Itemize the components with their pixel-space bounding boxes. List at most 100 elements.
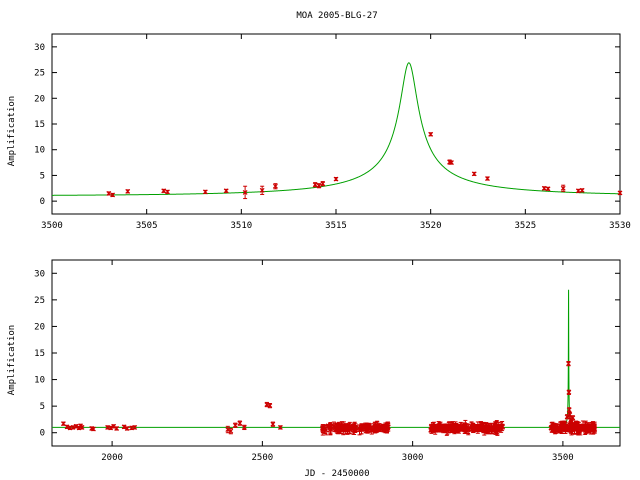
x-tick-label: 3510	[230, 221, 252, 231]
data-point	[228, 428, 234, 434]
data-point	[381, 425, 387, 431]
data-point	[372, 424, 378, 430]
top-model-curve	[52, 62, 621, 196]
data-point	[449, 160, 454, 165]
top-x-ticks: 3500 3505 3510 3515 3520 3525 3530	[41, 34, 631, 231]
top-plot-frame	[51, 33, 621, 215]
y-tick-label: 20	[34, 322, 45, 332]
data-point	[161, 188, 167, 194]
data-point	[490, 426, 495, 432]
bottom-y-axis-label: Amplification	[7, 325, 17, 395]
y-tick-label: 10	[34, 376, 45, 386]
data-point	[566, 361, 571, 367]
data-point	[202, 189, 208, 195]
data-point	[111, 423, 117, 429]
data-point	[347, 423, 353, 429]
data-point	[475, 426, 481, 432]
y-tick-label: 5	[40, 402, 45, 412]
y-tick-label: 10	[34, 146, 45, 156]
y-tick-label: 30	[34, 269, 45, 279]
data-point	[384, 424, 390, 429]
model-curve-line	[52, 289, 620, 428]
data-point	[132, 424, 138, 430]
data-point	[465, 427, 471, 433]
data-point	[579, 187, 585, 193]
data-point	[270, 421, 276, 427]
data-point	[471, 171, 477, 177]
bottom-data-points	[60, 361, 598, 436]
x-tick-label: 3520	[420, 221, 442, 231]
data-point	[64, 424, 70, 430]
data-point	[428, 131, 434, 137]
data-point	[70, 424, 76, 430]
bottom-model-curve	[52, 289, 620, 428]
data-point	[165, 189, 170, 195]
data-point	[232, 422, 238, 428]
data-point	[569, 427, 574, 433]
y-tick-label: 30	[34, 43, 45, 53]
top-y-ticks: 0 5 10 15 20 25 30	[34, 43, 620, 207]
top-data-points	[106, 131, 623, 200]
data-point	[560, 185, 566, 191]
data-point	[456, 426, 462, 432]
model-curve-line	[52, 62, 621, 196]
data-point	[485, 176, 490, 181]
data-point	[108, 425, 114, 431]
bottom-x-axis-label: JD - 2450000	[304, 469, 369, 479]
data-point	[499, 423, 505, 429]
y-tick-label: 15	[34, 349, 45, 359]
data-point	[469, 424, 475, 430]
data-point	[566, 407, 572, 413]
data-point	[561, 420, 567, 426]
data-point	[443, 425, 448, 430]
data-point	[558, 423, 564, 429]
data-point	[323, 427, 329, 433]
data-point	[545, 186, 551, 192]
data-point	[566, 389, 572, 395]
data-point	[485, 426, 491, 432]
data-point	[549, 424, 555, 430]
top-y-axis-label: Amplification	[7, 96, 17, 166]
data-point	[541, 185, 547, 191]
y-tick-label: 0	[40, 197, 45, 207]
data-point	[570, 415, 576, 421]
x-tick-label: 3500	[41, 221, 63, 231]
data-point	[431, 425, 437, 431]
data-point	[312, 182, 318, 188]
data-point	[591, 427, 596, 433]
data-point	[341, 423, 347, 429]
data-point	[114, 426, 120, 431]
y-tick-label: 0	[40, 429, 45, 439]
y-tick-label: 20	[34, 94, 45, 104]
y-tick-label: 5	[40, 171, 45, 181]
data-point	[259, 187, 265, 193]
x-tick-label: 3530	[609, 221, 631, 231]
data-point	[316, 183, 322, 189]
data-point	[564, 414, 570, 420]
data-point	[124, 426, 130, 431]
data-point	[481, 427, 487, 432]
data-point	[617, 190, 623, 196]
data-point	[73, 423, 79, 429]
data-point	[237, 420, 243, 426]
data-point	[573, 427, 578, 432]
data-point	[449, 423, 455, 429]
bottom-x-ticks: 2000 2500 3000 3500	[101, 260, 574, 463]
x-tick-label: 2000	[101, 453, 123, 463]
bottom-panel: Amplification JD - 2450000 051015202530 …	[7, 259, 621, 479]
data-point	[568, 419, 574, 425]
chart-title: MOA 2005-BLG-27	[296, 11, 377, 21]
x-tick-label: 3505	[136, 221, 158, 231]
data-point	[438, 425, 444, 431]
data-point	[79, 424, 85, 430]
x-tick-label: 3000	[402, 453, 424, 463]
data-point	[327, 427, 333, 433]
x-tick-label: 2500	[252, 453, 274, 463]
data-point	[577, 426, 583, 432]
data-point	[320, 181, 326, 187]
data-point	[241, 424, 247, 430]
data-point	[110, 192, 116, 198]
data-point	[364, 425, 370, 431]
